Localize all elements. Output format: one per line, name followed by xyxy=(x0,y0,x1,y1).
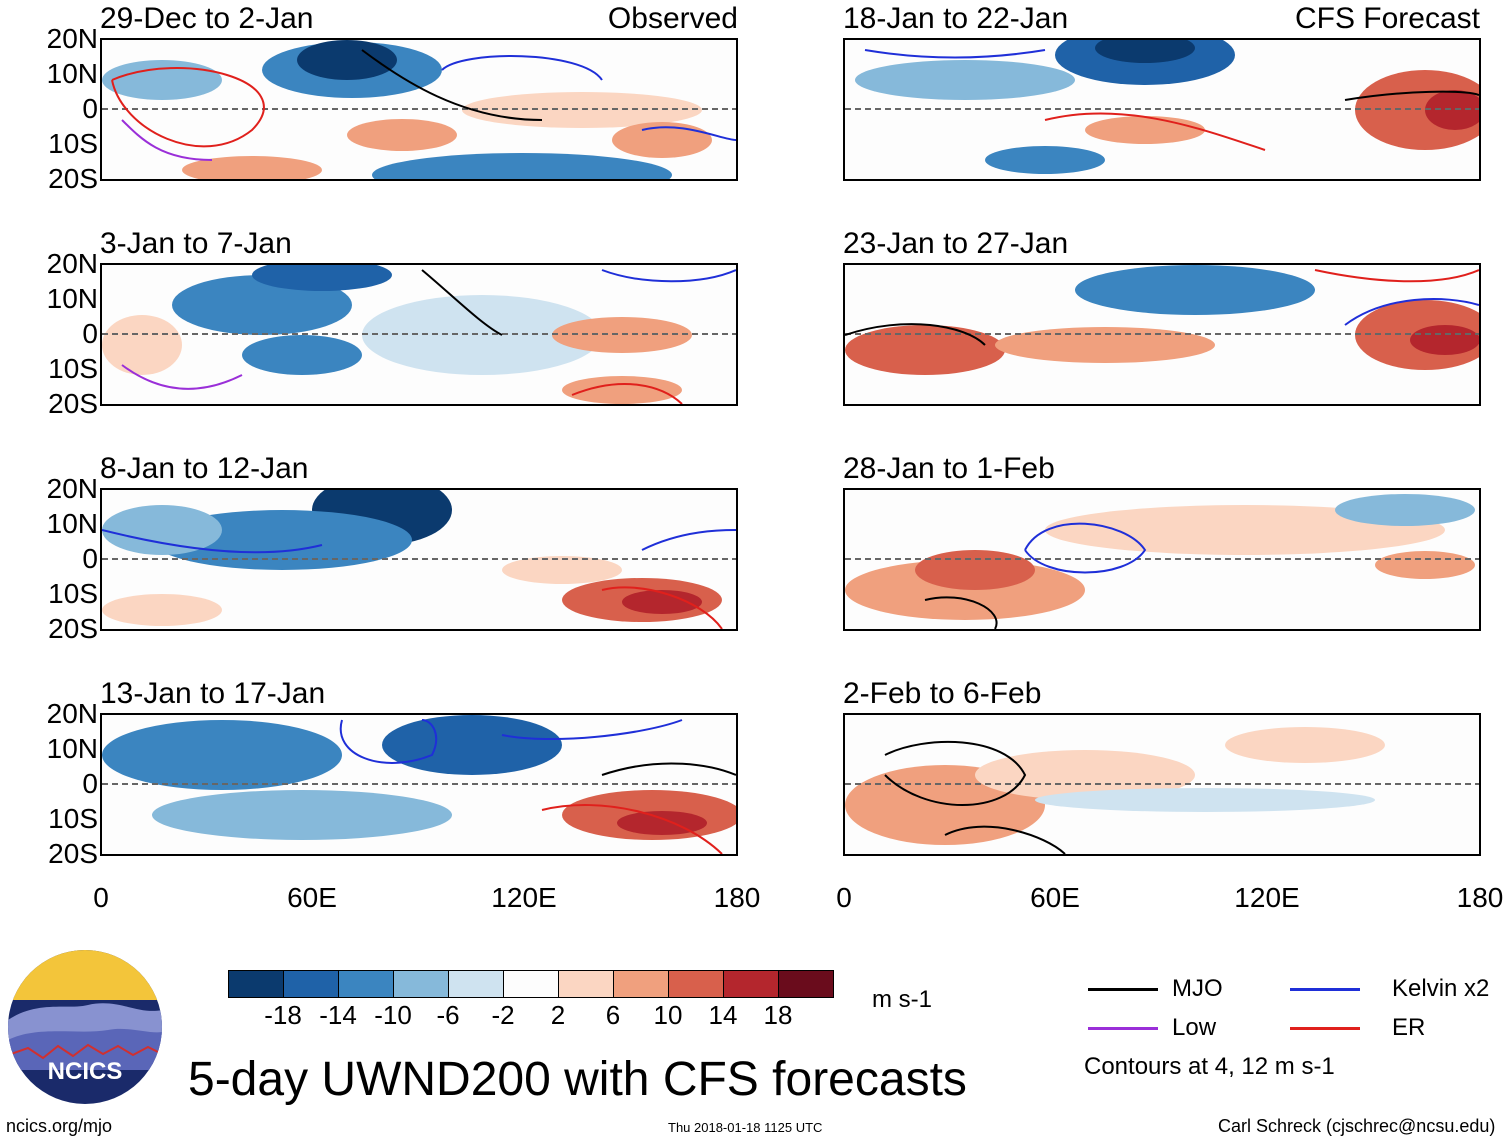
lat-label-10n: 10N xyxy=(46,58,98,89)
panel-tag-cfs-forecast: CFS Forecast xyxy=(1294,2,1480,35)
footer-timestamp: Thu 2018-01-18 1125 UTC xyxy=(668,1120,823,1135)
lat-label-10n: 10N xyxy=(46,733,98,764)
colorbar-tick: 10 xyxy=(653,1000,683,1030)
map-panel-2 xyxy=(100,263,738,406)
legend-line-low xyxy=(1088,1027,1158,1030)
lon-label-120e: 120E xyxy=(1234,882,1300,913)
lon-label-60e: 60E xyxy=(287,882,337,913)
lat-label-20n: 20N xyxy=(46,23,98,54)
lon-label-0: 0 xyxy=(836,882,852,913)
colorbar-tick: -18 xyxy=(264,1000,302,1030)
lat-label-10n: 10N xyxy=(46,283,98,314)
colorbar-tick: -6 xyxy=(436,1000,460,1030)
colorbar-tick: 14 xyxy=(708,1000,738,1030)
panel-title-4: 13-Jan to 17-Jan xyxy=(100,677,326,710)
legend-note: Contours at 4, 12 m s-1 xyxy=(1084,1053,1335,1080)
map-panel-8 xyxy=(843,713,1481,856)
panel-title-8: 2-Feb to 6-Feb xyxy=(843,677,1042,710)
colorbar-tick: -10 xyxy=(374,1000,412,1030)
footer-url[interactable]: ncics.org/mjo xyxy=(6,1116,113,1136)
legend-line-er xyxy=(1290,1027,1360,1030)
panel-title-1: 29-Dec to 2-Jan xyxy=(100,2,314,35)
map-panel-4 xyxy=(100,713,738,856)
colorbar xyxy=(228,970,834,998)
lat-label-0: 0 xyxy=(82,768,98,799)
colorbar-swatch xyxy=(339,971,394,997)
colorbar-swatch xyxy=(229,971,284,997)
lat-label-20n: 20N xyxy=(46,248,98,279)
colorbar-swatch xyxy=(504,971,559,997)
mountain-logo-icon xyxy=(8,950,162,1104)
colorbar-swatch xyxy=(669,971,724,997)
legend-line-mjo xyxy=(1088,988,1158,991)
wind-anomaly-field xyxy=(102,490,736,629)
lat-label-20s: 20S xyxy=(48,838,98,869)
colorbar-swatch xyxy=(559,971,614,997)
lat-label-20s: 20S xyxy=(48,163,98,194)
lon-label-120e: 120E xyxy=(491,882,557,913)
legend-line-kelvin xyxy=(1290,988,1360,991)
lat-label-0: 0 xyxy=(82,543,98,574)
lat-label-0: 0 xyxy=(82,318,98,349)
panel-title-5: 18-Jan to 22-Jan xyxy=(843,2,1069,35)
lat-label-10s: 10S xyxy=(48,578,98,609)
colorbar-tick: 6 xyxy=(605,1000,621,1030)
lat-label-10n: 10N xyxy=(46,508,98,539)
map-panel-6 xyxy=(843,263,1481,406)
lon-label-0: 0 xyxy=(93,882,109,913)
wind-anomaly-field xyxy=(845,40,1479,174)
legend-label-mjo: MJO xyxy=(1172,975,1223,1002)
wind-anomaly-field xyxy=(102,40,736,179)
ncics-logo: NCICS xyxy=(8,950,162,1104)
wind-anomaly-field xyxy=(102,715,736,854)
wind-anomaly-field xyxy=(845,265,1479,375)
colorbar-swatch xyxy=(449,971,504,997)
panel-title-2: 3-Jan to 7-Jan xyxy=(100,227,292,260)
colorbar-tick: -14 xyxy=(319,1000,357,1030)
lon-label-180: 180 xyxy=(1456,882,1504,913)
colorbar-swatch xyxy=(779,971,833,997)
lat-label-10s: 10S xyxy=(48,353,98,384)
legend-label-er: ER xyxy=(1392,1014,1426,1041)
lat-label-10s: 10S xyxy=(48,803,98,834)
panel-title-7: 28-Jan to 1-Feb xyxy=(843,452,1055,485)
lon-label-180: 180 xyxy=(713,882,761,913)
wind-anomaly-field xyxy=(845,494,1479,629)
lon-label-60e: 60E xyxy=(1030,882,1080,913)
panel-title-3: 8-Jan to 12-Jan xyxy=(100,452,309,485)
wind-anomaly-field xyxy=(845,727,1479,854)
colorbar-swatch xyxy=(724,971,779,997)
map-panel-1 xyxy=(100,38,738,181)
wind-anomaly-field xyxy=(102,265,736,404)
colorbar-tick: -2 xyxy=(491,1000,515,1030)
map-panel-7 xyxy=(843,488,1481,631)
colorbar-tick: 18 xyxy=(763,1000,793,1030)
colorbar-tick: 2 xyxy=(550,1000,566,1030)
colorbar-swatch xyxy=(284,971,339,997)
lat-label-20s: 20S xyxy=(48,613,98,644)
lat-label-0: 0 xyxy=(82,93,98,124)
legend-label-kelvin: Kelvin x2 xyxy=(1392,975,1490,1002)
colorbar-swatch xyxy=(614,971,669,997)
lat-label-20s: 20S xyxy=(48,388,98,419)
colorbar-units: m s-1 xyxy=(872,986,932,1013)
legend-label-low: Low xyxy=(1172,1014,1217,1041)
lat-label-20n: 20N xyxy=(46,473,98,504)
lat-label-10s: 10S xyxy=(48,128,98,159)
panel-tag-observed: Observed xyxy=(607,2,738,35)
map-panel-3 xyxy=(100,488,738,631)
map-panel-5 xyxy=(843,38,1481,181)
page-title: 5-day UWND200 with CFS forecasts xyxy=(188,1053,967,1106)
logo-text: NCICS xyxy=(47,1058,123,1085)
panel-title-6: 23-Jan to 27-Jan xyxy=(843,227,1069,260)
footer-author: Carl Schreck (cjschrec@ncsu.edu) xyxy=(1218,1116,1496,1136)
lat-label-20n: 20N xyxy=(46,698,98,729)
colorbar-swatch xyxy=(394,971,449,997)
